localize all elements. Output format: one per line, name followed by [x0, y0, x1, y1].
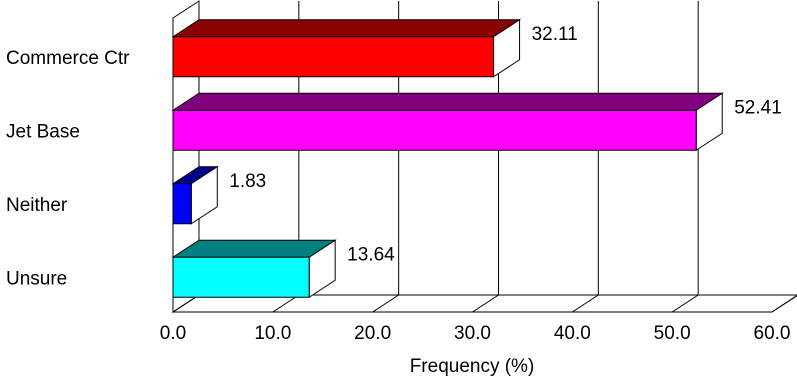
x-tick-label: 20.0 [354, 323, 391, 344]
category-label: Unsure [6, 268, 67, 289]
bar [171, 239, 337, 299]
x-tick-label: 0.0 [160, 323, 186, 344]
x-tick-label: 10.0 [254, 323, 291, 344]
x-tick-label: 40.0 [554, 323, 591, 344]
x-tick-label: 50.0 [654, 323, 691, 344]
floor-gridline [671, 294, 699, 313]
floor-gridline [172, 294, 200, 313]
floor-gridline [272, 294, 300, 313]
floor-gridline [472, 294, 499, 313]
bar-front-face [172, 109, 697, 151]
chart-labels: 0.0 10.0 20.0 30.0 40.0 50.0 60.0 32.11 Commerce… [6, 24, 790, 344]
data-label: 52.41 [734, 97, 782, 118]
floor-gridline [572, 294, 599, 313]
bar-front-face [172, 256, 310, 298]
floor-gridline [372, 294, 399, 313]
bar-front-face [172, 183, 192, 225]
data-label: 13.64 [347, 244, 395, 265]
chart-bars [171, 18, 724, 299]
bar-top-face [171, 239, 337, 258]
category-label: Jet Base [6, 121, 80, 142]
x-axis-title: Frequency (%) [410, 356, 535, 377]
data-label: 32.11 [532, 24, 578, 45]
category-label: Commerce Ctr [6, 48, 130, 69]
bar-front-face [172, 36, 495, 78]
bar-top-face [171, 92, 724, 111]
bar [171, 92, 724, 152]
category-label: Neither [6, 195, 68, 216]
x-tick-label: 60.0 [754, 323, 791, 344]
data-label: 1.83 [229, 171, 266, 192]
bar [171, 18, 522, 78]
x-tick-label: 30.0 [454, 323, 491, 344]
bar [171, 165, 219, 225]
floor-gridline [771, 295, 797, 313]
bar-top-face [171, 19, 522, 38]
